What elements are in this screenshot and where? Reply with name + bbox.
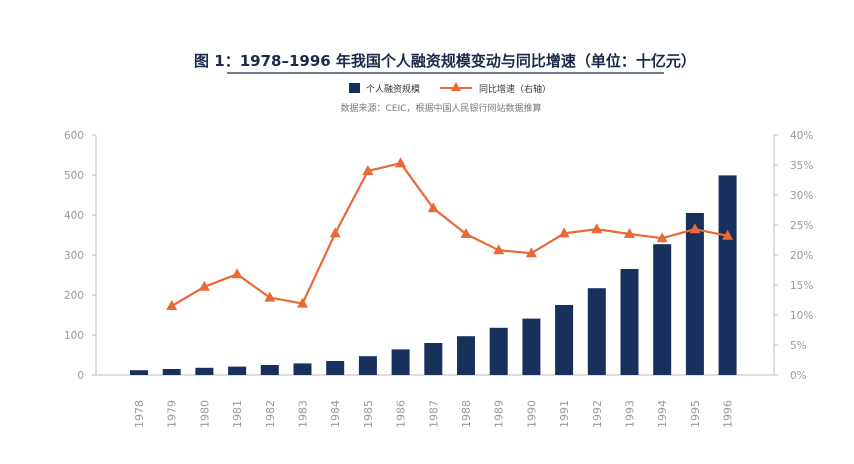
bar-1993: [620, 269, 639, 375]
bar-1996: [718, 175, 737, 375]
axes: [95, 135, 775, 376]
right-tick-label: 15%: [790, 280, 813, 292]
x-tick-label: 1988: [460, 400, 473, 428]
left-tick-label: 300: [64, 250, 84, 262]
bar-1994: [653, 244, 672, 375]
x-tick-label: 1989: [493, 400, 506, 428]
left-tick-label: 500: [64, 170, 84, 182]
growth-point-1988: [460, 228, 472, 238]
x-tick-label: 1996: [722, 400, 735, 428]
left-axis-ticks: 0 100 200 300 400 500 600: [64, 130, 96, 382]
x-tick-label: 1990: [525, 400, 538, 428]
legend-label-bars: 个人融资规模: [366, 84, 420, 95]
growth-point-1990: [525, 247, 537, 258]
right-tick-label: 40%: [790, 130, 813, 142]
growth-point-1987: [427, 202, 439, 213]
bar-1990: [522, 318, 541, 375]
bar-1989: [489, 327, 508, 375]
bar-1982: [260, 365, 279, 375]
growth-point-1981: [231, 268, 243, 279]
bar-1979: [162, 369, 181, 375]
bar-1991: [555, 305, 574, 375]
growth-point-1991: [558, 227, 570, 238]
x-tick-label: 1980: [198, 400, 211, 428]
x-tick-label: 1994: [656, 400, 669, 428]
line-series: [166, 157, 734, 310]
bar-1995: [685, 213, 704, 375]
legend-marker-triangle: [451, 82, 461, 91]
x-tick-label: 1982: [264, 400, 277, 428]
right-tick-label: 35%: [790, 160, 813, 172]
left-tick-label: 600: [64, 130, 84, 142]
left-tick-label: 200: [64, 290, 84, 302]
x-tick-label: 1995: [689, 400, 702, 428]
x-tick-label: 1992: [591, 400, 604, 428]
x-tick-label: 1986: [395, 400, 408, 428]
bar-1992: [587, 288, 606, 375]
right-tick-label: 5%: [790, 340, 807, 352]
bar-1983: [293, 363, 312, 375]
growth-point-1984: [329, 227, 341, 238]
x-tick-label: 1981: [231, 400, 244, 428]
legend-label-line: 同比增速（右轴）: [479, 83, 551, 95]
growth-point-1982: [264, 291, 276, 302]
bar-1984: [326, 361, 345, 375]
left-tick-label: 400: [64, 210, 84, 222]
growth-point-1989: [493, 244, 505, 255]
bar-1978: [130, 370, 148, 375]
growth-point-1996: [722, 229, 734, 240]
growth-point-1980: [198, 280, 210, 291]
x-tick-label: 1979: [166, 400, 179, 428]
x-axis-ticks: 1978 1979 1980 1981 1982 1983 1984 1985 1986 1987…: [133, 400, 735, 428]
legend-swatch-bars: [349, 83, 360, 93]
x-tick-label: 1984: [329, 400, 342, 428]
x-tick-label: 1985: [362, 400, 375, 428]
growth-point-1985: [362, 165, 374, 175]
growth-point-1986: [395, 157, 407, 168]
growth-point-1995: [689, 223, 701, 234]
right-tick-label: 25%: [790, 220, 813, 232]
growth-point-1992: [591, 223, 603, 234]
growth-rate-line: [171, 162, 728, 307]
growth-point-1983: [297, 297, 308, 308]
bar-1987: [424, 343, 443, 375]
bar-1985: [358, 356, 377, 375]
right-tick-label: 0%: [790, 370, 807, 382]
bar-series: [130, 175, 737, 375]
left-tick-label: 100: [64, 330, 84, 342]
chart-title: 图 1：1978–1996 年我国个人融资规模变动与同比增速（单位：十亿元）: [194, 52, 696, 70]
bar-1988: [457, 336, 475, 375]
x-tick-label: 1983: [297, 400, 310, 428]
x-tick-label: 1991: [558, 400, 571, 428]
data-source-note: 数据来源：CEIC，根据中国人民银行网站数据推算: [341, 102, 542, 114]
growth-point-1994: [656, 232, 668, 243]
legend: 个人融资规模 同比增速（右轴）: [349, 82, 551, 95]
x-tick-label: 1993: [624, 400, 637, 428]
bar-1980: [195, 367, 214, 375]
growth-point-1993: [624, 228, 635, 238]
right-tick-label: 10%: [790, 310, 813, 322]
left-tick-label: 0: [77, 370, 84, 382]
x-tick-label: 1987: [427, 400, 440, 428]
right-tick-label: 30%: [790, 190, 813, 202]
bar-1986: [391, 349, 410, 375]
right-axis-ticks: 0% 5% 10% 15% 20% 25% 30% 35% 40%: [774, 130, 813, 382]
growth-point-1979: [166, 300, 178, 310]
x-tick-label: 1978: [133, 400, 146, 428]
right-tick-label: 20%: [790, 250, 813, 262]
bar-1981: [228, 366, 247, 375]
